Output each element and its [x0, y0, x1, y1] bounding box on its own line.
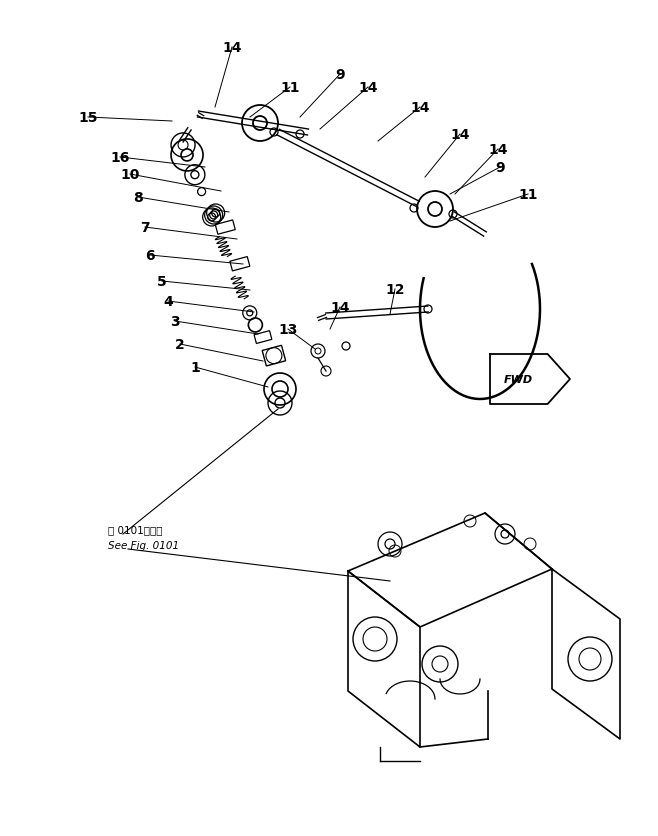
Text: 14: 14	[450, 128, 470, 142]
Bar	[262, 346, 286, 366]
Text: 13: 13	[278, 323, 297, 337]
Text: 9: 9	[495, 161, 505, 175]
Text: 2: 2	[175, 338, 185, 352]
Text: 5: 5	[157, 275, 167, 288]
Bar	[215, 221, 236, 235]
Bar	[230, 257, 250, 272]
Text: 14: 14	[488, 143, 508, 157]
Text: 11: 11	[519, 188, 538, 201]
Text: 7: 7	[140, 221, 150, 235]
Text: 15: 15	[78, 111, 98, 125]
Text: 14: 14	[410, 101, 430, 115]
Text: 10: 10	[120, 168, 139, 181]
Text: 8: 8	[133, 191, 143, 205]
Text: 9: 9	[335, 68, 345, 82]
Bar	[254, 331, 272, 344]
Text: 14: 14	[222, 41, 241, 55]
Text: 14: 14	[358, 81, 378, 95]
Text: 4: 4	[163, 294, 173, 308]
Text: See Fig. 0101: See Fig. 0101	[108, 540, 179, 550]
Text: 3: 3	[170, 314, 180, 329]
Text: 1: 1	[190, 360, 200, 375]
Text: 11: 11	[280, 81, 300, 95]
Text: FWD: FWD	[503, 375, 532, 385]
Text: 6: 6	[145, 248, 155, 263]
Text: 14: 14	[330, 301, 350, 314]
Text: 16: 16	[111, 150, 130, 165]
Text: 第 0101図参照: 第 0101図参照	[108, 524, 163, 534]
Text: 12: 12	[385, 283, 405, 297]
